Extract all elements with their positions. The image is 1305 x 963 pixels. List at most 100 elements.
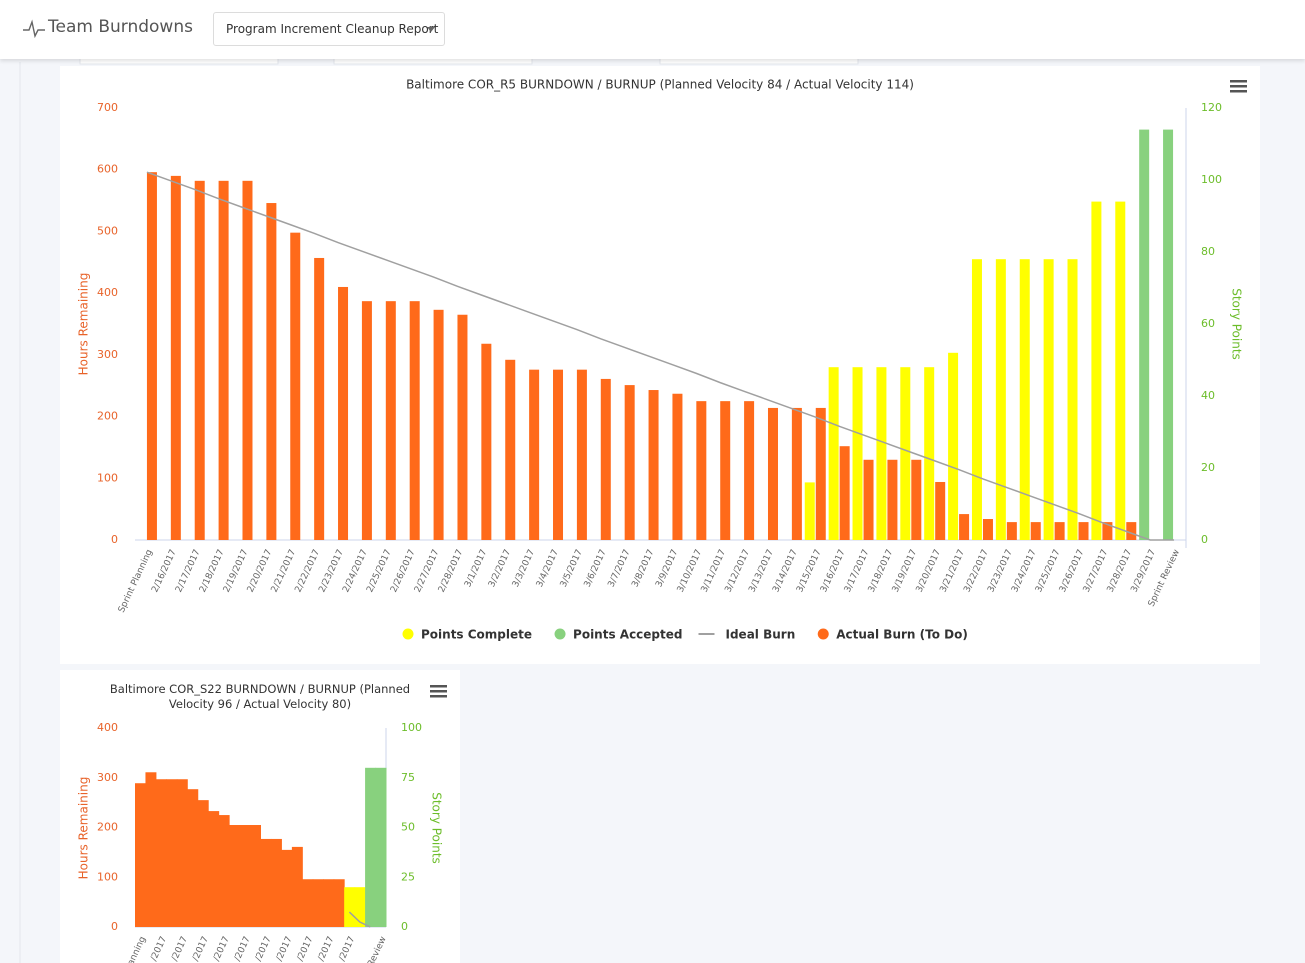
bar [576,369,587,540]
bar [767,407,778,540]
bar [995,259,1006,540]
line [146,171,1175,541]
bar [900,367,911,540]
bar [361,301,372,540]
bar [982,519,993,540]
y2-tick-label: 40 [1201,389,1215,402]
bar [218,180,229,540]
bar [876,367,887,540]
bar [166,779,178,927]
bar [409,301,420,540]
bar [948,352,959,540]
menu-bar [1230,90,1247,93]
bar [791,407,802,540]
bar [270,838,282,927]
bar [433,309,444,540]
legend-label: Ideal Burn [726,628,796,642]
menu-bar [1230,85,1247,88]
y2-tick-label: 0 [401,920,408,933]
bar [1139,129,1150,540]
legend-swatch [817,628,829,640]
bar [145,772,157,927]
bar [887,459,898,540]
bar [197,800,209,927]
app-title: Team Burndowns [48,17,193,37]
bar [553,369,564,540]
bar [1126,522,1137,540]
bar [971,259,982,540]
chart-title: Baltimore COR_R5 BURNDOWN / BURNUP (Plan… [406,78,914,92]
bar [924,367,935,540]
bar [672,393,683,540]
bar [155,779,167,927]
y-tick-label: 300 [97,771,118,784]
bar [135,783,146,927]
bar [744,401,755,540]
y2-tick-label: 80 [1201,245,1215,258]
bar [291,846,303,927]
legend-item: Points Complete [402,628,532,642]
y2-tick-label: 0 [1201,533,1208,546]
bar [333,879,345,927]
bar [281,849,293,927]
report-dropdown[interactable]: Program Increment Cleanup Report [213,12,445,46]
y-tick-label: 700 [97,101,118,114]
bar [1030,522,1041,540]
bar [1163,129,1174,540]
menu-bar [430,690,447,693]
y-tick-label: 0 [111,920,118,933]
y-axis-title: Hours Remaining [77,777,91,880]
y-tick-label: 200 [97,821,118,834]
y2-tick-label: 75 [401,771,415,784]
bar [935,481,946,540]
dropdown-label: Program Increment Cleanup Report [226,22,439,36]
bar [1091,201,1102,540]
bar [208,811,220,927]
legend-label: Points Accepted [573,628,682,642]
legend-item: Points Accepted [554,628,683,642]
bar [239,825,251,927]
bar [863,459,874,540]
bar [338,286,349,540]
y-axis-title: Hours Remaining [77,273,91,376]
bar [804,482,815,540]
bar [375,767,387,927]
y-tick-label: 400 [97,721,118,734]
menu-button[interactable] [430,685,447,698]
bar [720,401,731,540]
y2-tick-label: 120 [1201,101,1222,114]
bar [839,446,850,540]
bar [1054,522,1065,540]
bar [146,172,157,540]
bar [354,887,366,927]
bar [505,359,516,540]
legend-label: Actual Burn (To Do) [836,628,968,642]
top-bar: Team Burndowns Program Increment Cleanup… [0,0,1305,59]
y2-tick-label: 50 [401,821,415,834]
y2-tick-label: 20 [1201,461,1215,474]
bar [170,175,181,540]
y-tick-label: 0 [111,533,118,546]
y-tick-label: 300 [97,348,118,361]
chart-title: Baltimore COR_S22 BURNDOWN / BURNUP (Pla… [109,682,411,711]
bar [176,779,188,927]
logo-icon [23,19,45,39]
menu-bar [430,695,447,698]
y2-tick-label: 25 [401,870,415,883]
legend-item: Ideal Burn [698,628,796,642]
bar [1078,522,1089,540]
chart-panel [60,66,1260,664]
legend-item: Actual Burn (To Do) [817,628,968,642]
bar [314,257,325,540]
bar [529,369,540,540]
menu-button[interactable] [1230,80,1247,93]
bar [250,825,261,927]
bar [266,203,277,541]
y-tick-label: 500 [97,224,118,237]
bar [385,301,396,540]
y2-axis-title: Story Points [430,792,444,864]
bar [1102,522,1113,540]
y2-tick-label: 60 [1201,317,1215,330]
